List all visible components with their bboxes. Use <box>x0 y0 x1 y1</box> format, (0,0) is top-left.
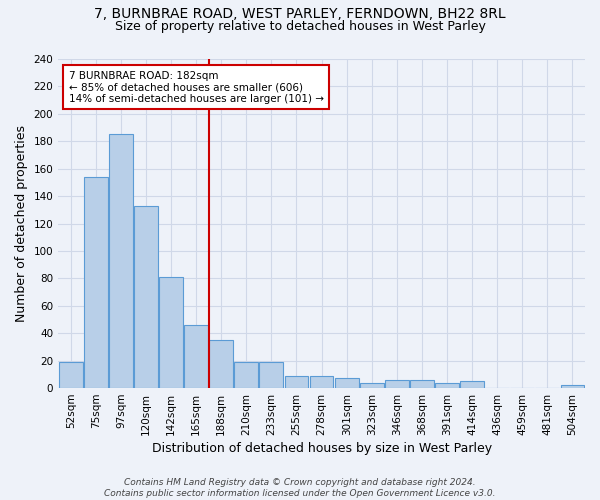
Y-axis label: Number of detached properties: Number of detached properties <box>15 125 28 322</box>
Bar <box>460 381 484 388</box>
Bar <box>84 177 108 388</box>
Text: Contains HM Land Registry data © Crown copyright and database right 2024.
Contai: Contains HM Land Registry data © Crown c… <box>104 478 496 498</box>
Bar <box>134 206 158 388</box>
Text: 7, BURNBRAE ROAD, WEST PARLEY, FERNDOWN, BH22 8RL: 7, BURNBRAE ROAD, WEST PARLEY, FERNDOWN,… <box>94 8 506 22</box>
Bar <box>59 362 83 388</box>
X-axis label: Distribution of detached houses by size in West Parley: Distribution of detached houses by size … <box>152 442 491 455</box>
Text: 7 BURNBRAE ROAD: 182sqm
← 85% of detached houses are smaller (606)
14% of semi-d: 7 BURNBRAE ROAD: 182sqm ← 85% of detache… <box>69 70 324 104</box>
Bar <box>360 382 383 388</box>
Bar <box>385 380 409 388</box>
Bar <box>109 134 133 388</box>
Bar <box>310 376 334 388</box>
Bar <box>209 340 233 388</box>
Bar <box>335 378 359 388</box>
Bar <box>410 380 434 388</box>
Text: Size of property relative to detached houses in West Parley: Size of property relative to detached ho… <box>115 20 485 33</box>
Bar <box>560 386 584 388</box>
Bar <box>235 362 258 388</box>
Bar <box>259 362 283 388</box>
Bar <box>159 277 183 388</box>
Bar <box>284 376 308 388</box>
Bar <box>435 382 459 388</box>
Bar <box>184 325 208 388</box>
